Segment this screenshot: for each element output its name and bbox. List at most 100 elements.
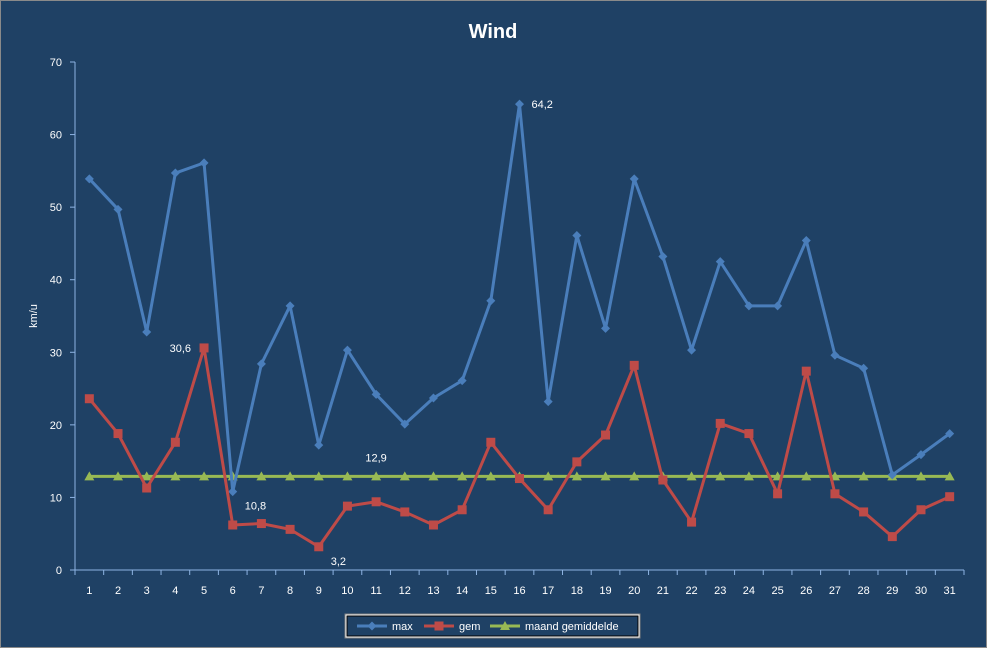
data-point — [342, 345, 352, 355]
data-point — [686, 471, 697, 481]
data-point — [944, 471, 955, 481]
data-point — [601, 323, 611, 333]
y-tick-label: 10 — [50, 492, 62, 504]
x-tick-label: 20 — [628, 585, 640, 597]
data-point — [543, 505, 553, 515]
data-point — [915, 471, 926, 481]
data-point — [371, 389, 381, 399]
data-point — [945, 492, 955, 502]
chart-legend: max gem maand gemiddelde — [344, 613, 641, 639]
data-point — [142, 327, 152, 337]
series-gem — [84, 343, 955, 552]
data-point — [687, 517, 697, 527]
data-point — [457, 471, 468, 481]
data-point — [199, 471, 210, 481]
x-tick-label: 15 — [485, 585, 497, 597]
x-tick-label: 30 — [915, 585, 927, 597]
series-line — [88, 346, 951, 549]
y-ticks: 0 10 20 30 40 50 60 70 — [50, 57, 75, 577]
data-point — [428, 393, 438, 403]
x-ticks: 1 2 3 4 5 6 7 8 9 10 11 12 13 14 15 16 17 18 19 20 21 22 23 24 2… — [74, 570, 965, 597]
data-point — [830, 489, 840, 499]
data-point — [313, 471, 324, 481]
data-point — [314, 440, 324, 450]
data-point — [84, 471, 95, 481]
x-tick-label: 5 — [201, 585, 207, 597]
y-axis-label: km/u — [28, 304, 40, 328]
data-point — [400, 419, 410, 429]
annotation-layer: 64,2 10,8 30,6 3,2 12,9 — [170, 99, 553, 568]
x-tick-label: 17 — [542, 585, 554, 597]
data-label: 3,2 — [331, 556, 346, 568]
data-point — [658, 475, 668, 485]
y-tick-label: 60 — [50, 130, 62, 142]
data-point — [715, 471, 726, 481]
data-point — [945, 429, 955, 439]
x-tick-label: 7 — [258, 585, 264, 597]
x-tick-label: 11 — [370, 585, 381, 597]
data-point — [715, 418, 725, 428]
x-tick-label: 21 — [657, 585, 669, 597]
data-label: 64,2 — [532, 99, 553, 111]
data-point — [486, 437, 496, 447]
data-point — [743, 471, 754, 481]
data-point — [342, 471, 353, 481]
chart-title: Wind — [469, 21, 518, 43]
data-label: 10,8 — [245, 501, 266, 513]
data-point — [342, 501, 352, 511]
data-point — [428, 520, 438, 530]
data-point — [371, 497, 381, 507]
data-point — [601, 430, 611, 440]
data-point — [285, 301, 295, 311]
data-point — [113, 471, 124, 481]
data-point — [256, 471, 267, 481]
data-point — [715, 257, 725, 267]
x-tick-label: 3 — [144, 585, 150, 597]
data-point — [916, 505, 926, 515]
data-point — [113, 429, 123, 439]
data-point — [428, 471, 439, 481]
data-point — [859, 363, 869, 373]
data-point — [399, 471, 410, 481]
data-point — [515, 474, 524, 484]
data-label: 30,6 — [170, 343, 191, 355]
data-point — [658, 251, 668, 261]
data-point — [400, 507, 410, 517]
data-point — [916, 450, 926, 460]
data-point — [285, 471, 296, 481]
data-point — [199, 158, 209, 168]
x-tick-label: 23 — [714, 585, 726, 597]
x-tick-label: 1 — [86, 585, 92, 597]
x-tick-label: 27 — [829, 585, 841, 597]
x-tick-label: 31 — [944, 585, 956, 597]
data-point — [170, 437, 180, 447]
data-point — [629, 174, 639, 184]
data-point — [629, 471, 640, 481]
data-point — [572, 457, 582, 467]
legend-swatch-marker — [434, 621, 444, 631]
data-point — [84, 394, 94, 404]
legend-label: gem — [459, 621, 480, 633]
data-point — [600, 471, 611, 481]
legend-item-max: max — [357, 621, 413, 633]
x-tick-label: 18 — [571, 585, 583, 597]
data-point — [314, 542, 324, 552]
y-tick-label: 0 — [56, 565, 62, 577]
y-tick-label: 70 — [50, 57, 62, 69]
y-tick-label: 30 — [50, 347, 62, 359]
series-max — [84, 99, 955, 497]
data-point — [142, 483, 152, 493]
data-point — [228, 520, 238, 530]
data-point — [543, 397, 553, 407]
data-point — [170, 168, 180, 178]
data-point — [199, 343, 209, 353]
data-point — [687, 345, 697, 355]
data-point — [859, 507, 869, 517]
data-point — [256, 519, 266, 529]
data-point — [801, 236, 811, 246]
x-tick-label: 16 — [513, 585, 525, 597]
legend-item-gem: gem — [424, 621, 480, 633]
legend-items: max gem maand gemiddelde — [357, 621, 619, 633]
data-point — [170, 471, 181, 481]
